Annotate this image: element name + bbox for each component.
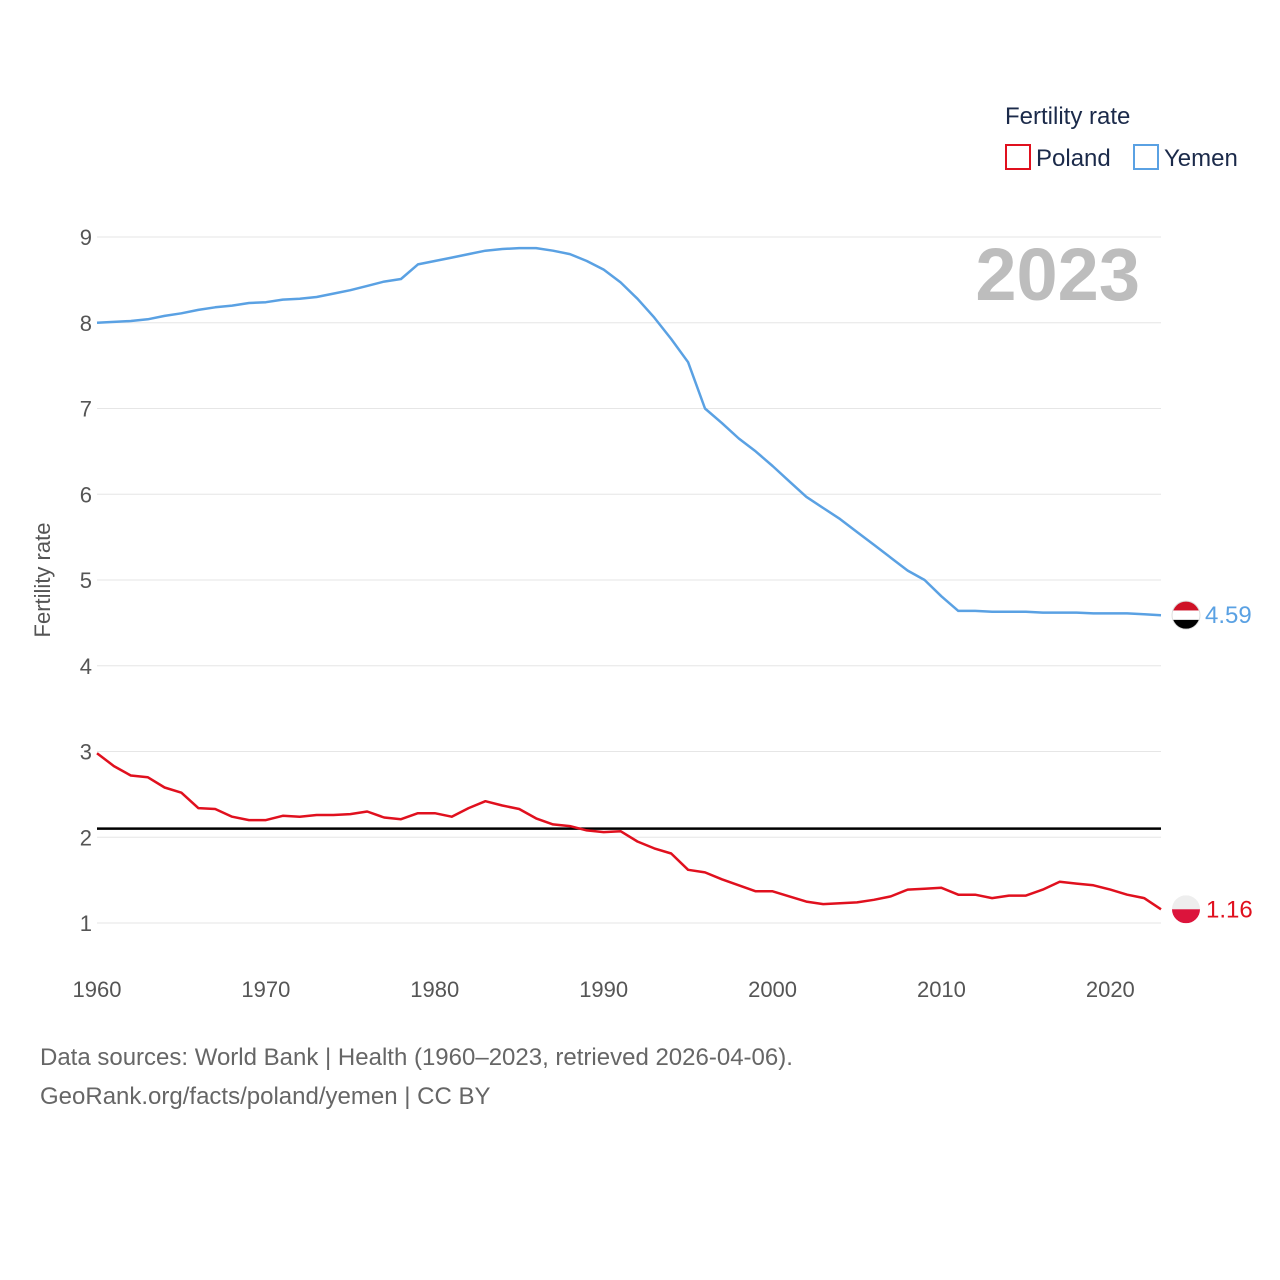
y-axis-label: Fertility rate (30, 523, 55, 638)
x-tick-label: 1990 (579, 977, 628, 1002)
y-tick-label: 9 (80, 225, 92, 250)
y-tick-label: 4 (80, 654, 92, 679)
x-tick-label: 1970 (241, 977, 290, 1002)
x-tick-label: 1960 (73, 977, 122, 1002)
year-label: 2023 (975, 233, 1140, 316)
series-line-yemen[interactable] (96, 246, 1162, 617)
legend: Fertility rate Poland Yemen (1005, 103, 1238, 172)
legend-swatch-poland[interactable] (1005, 144, 1031, 170)
legend-label-yemen[interactable]: Yemen (1164, 145, 1238, 172)
end-value-poland: 1.16 (1206, 896, 1253, 923)
fertility-rate-chart: 1 2 3 4 5 6 7 8 9 1960 1970 1980 1990 2000 2010 2020 F… (30, 103, 1253, 1002)
footer-attribution: GeoRank.org/facts/poland/yemen | CC BY (40, 1083, 491, 1110)
x-tick-label: 2010 (917, 977, 966, 1002)
poland-flag-icon (1172, 895, 1200, 924)
grid-lines (97, 236, 1161, 924)
y-tick-label: 1 (80, 911, 92, 936)
series-line-poland[interactable] (96, 752, 1162, 911)
y-tick-label: 3 (80, 740, 92, 765)
x-tick-label: 2020 (1086, 977, 1135, 1002)
y-tick-label: 6 (80, 482, 92, 507)
x-axis-ticks: 1960 1970 1980 1990 2000 2010 2020 (73, 977, 1135, 1002)
y-tick-label: 8 (80, 311, 92, 336)
x-tick-label: 1980 (410, 977, 459, 1002)
legend-swatch-yemen[interactable] (1133, 144, 1159, 170)
legend-label-poland[interactable]: Poland (1036, 145, 1111, 172)
y-tick-label: 2 (80, 825, 92, 850)
yemen-flag-icon (1171, 600, 1201, 630)
y-tick-label: 7 (80, 397, 92, 422)
end-value-yemen: 4.59 (1205, 602, 1252, 629)
x-tick-label: 2000 (748, 977, 797, 1002)
footer-sources: Data sources: World Bank | Health (1960–… (40, 1044, 793, 1071)
y-tick-label: 5 (80, 568, 92, 593)
y-axis-ticks: 1 2 3 4 5 6 7 8 9 (80, 225, 92, 936)
legend-title: Fertility rate (1005, 103, 1130, 130)
